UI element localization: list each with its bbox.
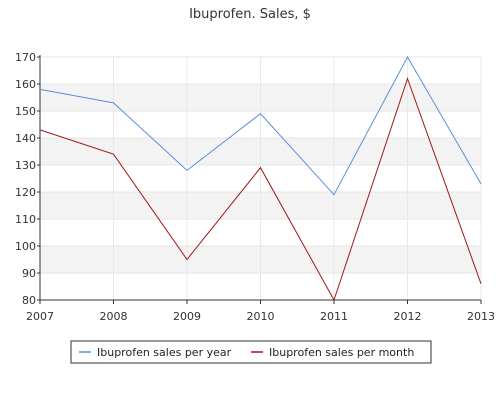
y-tick-label: 170 bbox=[15, 51, 36, 64]
legend-label-2: Ibuprofen sales per month bbox=[269, 346, 414, 359]
x-tick-label: 2010 bbox=[247, 310, 275, 323]
x-tick-label: 2007 bbox=[26, 310, 54, 323]
x-tick-label: 2011 bbox=[320, 310, 348, 323]
x-tick-label: 2013 bbox=[467, 310, 495, 323]
y-tick-label: 110 bbox=[15, 213, 36, 226]
series-lines bbox=[39, 55, 482, 302]
y-tick-label: 80 bbox=[22, 294, 36, 307]
y-tick-label: 100 bbox=[15, 240, 36, 253]
chart-title: Ibuprofen. Sales, $ bbox=[189, 7, 311, 22]
y-axis-ticks: 80 90 100 110 120 130 140 150 160 170 bbox=[15, 51, 40, 307]
x-tick-label: 2012 bbox=[394, 310, 422, 323]
y-tick-label: 160 bbox=[15, 78, 36, 91]
y-tick-label: 120 bbox=[15, 186, 36, 199]
series-line-2 bbox=[39, 77, 482, 302]
y-tick-label: 130 bbox=[15, 159, 36, 172]
y-tick-label: 150 bbox=[15, 105, 36, 118]
legend: Ibuprofen sales per year Ibuprofen sales … bbox=[70, 340, 432, 364]
x-tick-label: 2009 bbox=[173, 310, 201, 323]
series-line-1 bbox=[39, 55, 482, 196]
y-tick-label: 90 bbox=[22, 267, 36, 280]
y-tick-label: 140 bbox=[15, 132, 36, 145]
legend-label-1: Ibuprofen sales per year bbox=[97, 346, 232, 359]
x-axis-ticks: 2007 2008 2009 2010 2011 2012 2013 bbox=[26, 300, 495, 323]
x-tick-label: 2008 bbox=[100, 310, 128, 323]
